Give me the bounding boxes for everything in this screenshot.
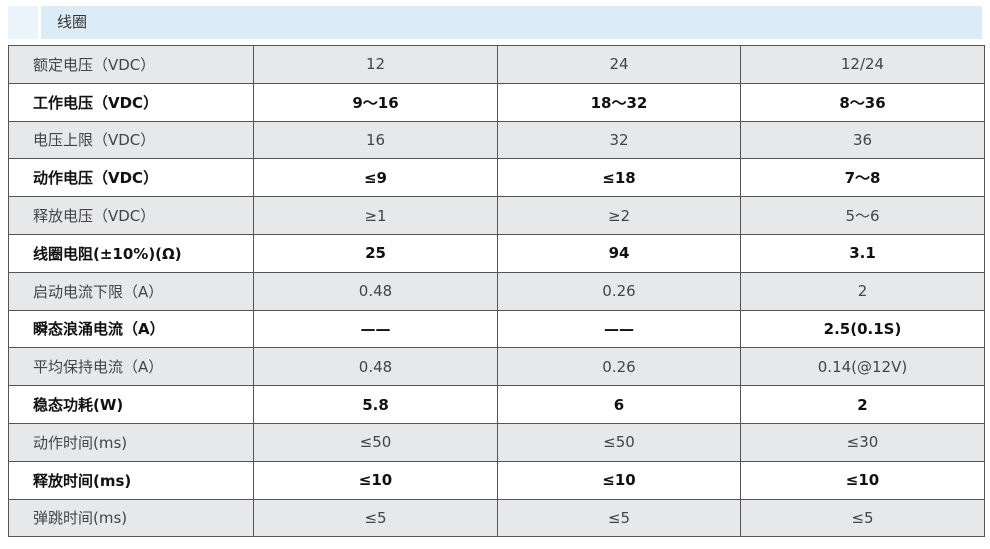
row-label: 释放时间(ms) — [8, 460, 254, 500]
row-label: 电压上限（VDC） — [8, 120, 254, 160]
row-label: 稳态功耗(W) — [8, 385, 254, 424]
table-row: 弹跳时间(ms) ≤5 ≤5 ≤5 — [8, 498, 985, 538]
cell-value: 0.26 — [497, 347, 741, 387]
cell-value: 16 — [253, 120, 498, 160]
cell-value: 9～16 — [253, 82, 498, 122]
spec-table: 额定电压（VDC） 12 24 12/24 工作电压（VDC） 9～16 18～32 8～36… — [8, 45, 985, 538]
cell-value: ≥2 — [497, 196, 741, 235]
cell-value: 2.5(0.1S) — [740, 309, 985, 349]
table-row: 稳态功耗(W) 5.8 6 2 — [8, 385, 985, 424]
table-row: 工作电压（VDC） 9～16 18～32 8～36 — [8, 82, 985, 122]
cell-value: 6 — [497, 385, 741, 424]
table-row: 动作时间(ms) ≤50 ≤50 ≤30 — [8, 422, 985, 462]
cell-value: ≤5 — [740, 498, 985, 538]
cell-value: 12/24 — [740, 45, 985, 84]
cell-value: 32 — [497, 120, 741, 160]
cell-value: 25 — [253, 233, 498, 273]
cell-value: 94 — [497, 233, 741, 273]
table-row: 平均保持电流（A） 0.48 0.26 0.14(@12V) — [8, 347, 985, 387]
cell-value: ≤10 — [497, 460, 741, 500]
row-label: 动作电压（VDC） — [8, 158, 254, 198]
row-label: 额定电压（VDC） — [8, 45, 254, 84]
cell-value: 0.48 — [253, 347, 498, 387]
cell-value: ≥1 — [253, 196, 498, 235]
cell-value: 2 — [740, 385, 985, 424]
cell-value: ≤18 — [497, 158, 741, 198]
cell-value: 24 — [497, 45, 741, 84]
cell-value: —— — [253, 309, 498, 349]
row-label: 工作电压（VDC） — [8, 82, 254, 122]
row-label: 启动电流下限（A） — [8, 271, 254, 311]
table-row: 启动电流下限（A） 0.48 0.26 2 — [8, 271, 985, 311]
table-row: 释放时间(ms) ≤10 ≤10 ≤10 — [8, 460, 985, 500]
row-label: 动作时间(ms) — [8, 422, 254, 462]
cell-value: ≤10 — [740, 460, 985, 500]
table-row: 瞬态浪涌电流（A） —— —— 2.5(0.1S) — [8, 309, 985, 349]
cell-value: 7～8 — [740, 158, 985, 198]
cell-value: 0.48 — [253, 271, 498, 311]
cell-value: ≤5 — [497, 498, 741, 538]
cell-value: 0.14(@12V) — [740, 347, 985, 387]
cell-value: 3.1 — [740, 233, 985, 273]
section-title: 线圈 — [57, 13, 88, 31]
cell-value: 8～36 — [740, 82, 985, 122]
row-label: 平均保持电流（A） — [8, 347, 254, 387]
cell-value: ≤50 — [253, 422, 498, 462]
cell-value: 0.26 — [497, 271, 741, 311]
table-row: 释放电压（VDC） ≥1 ≥2 5～6 — [8, 196, 985, 235]
cell-value: 12 — [253, 45, 498, 84]
row-label: 瞬态浪涌电流（A） — [8, 309, 254, 349]
cell-value: —— — [497, 309, 741, 349]
section-header: 线圈 — [8, 6, 982, 39]
cell-value: ≤10 — [253, 460, 498, 500]
table-row: 电压上限（VDC） 16 32 36 — [8, 120, 985, 160]
cell-value: 18～32 — [497, 82, 741, 122]
header-tab — [8, 6, 41, 39]
cell-value: ≤5 — [253, 498, 498, 538]
cell-value: ≤30 — [740, 422, 985, 462]
table-row: 线圈电阻(±10%)(Ω) 25 94 3.1 — [8, 233, 985, 273]
table-row: 动作电压（VDC） ≤9 ≤18 7～8 — [8, 158, 985, 198]
cell-value: ≤9 — [253, 158, 498, 198]
cell-value: 36 — [740, 120, 985, 160]
cell-value: ≤50 — [497, 422, 741, 462]
row-label: 释放电压（VDC） — [8, 196, 254, 235]
row-label: 线圈电阻(±10%)(Ω) — [8, 233, 254, 273]
cell-value: 2 — [740, 271, 985, 311]
cell-value: 5.8 — [253, 385, 498, 424]
table-row: 额定电压（VDC） 12 24 12/24 — [8, 45, 985, 84]
cell-value: 5～6 — [740, 196, 985, 235]
row-label: 弹跳时间(ms) — [8, 498, 254, 538]
